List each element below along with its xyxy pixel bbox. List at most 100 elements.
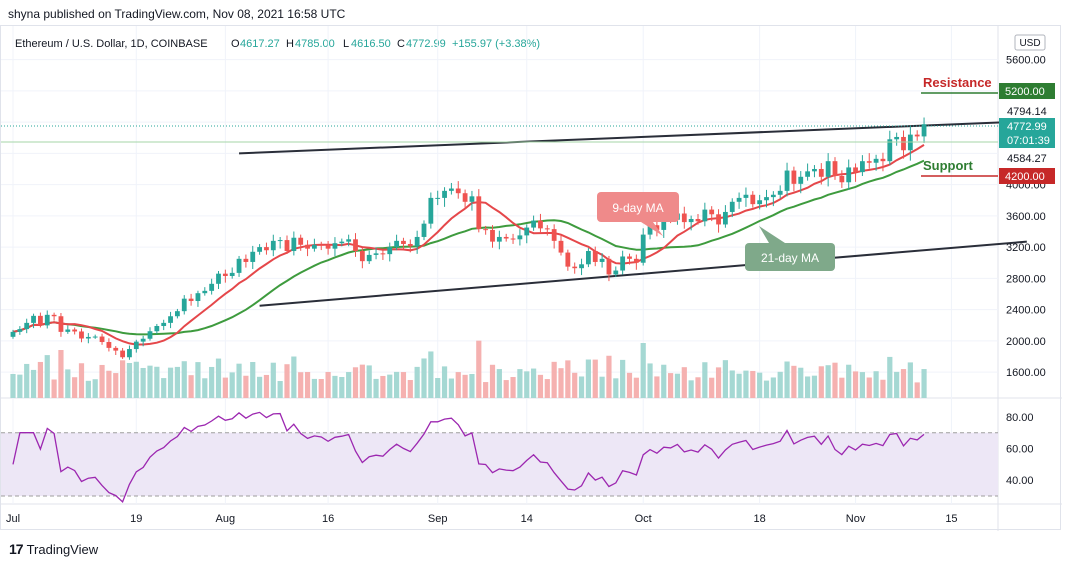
- volume-bar: [147, 365, 153, 398]
- candle-body: [106, 342, 112, 348]
- volume-bar: [339, 377, 345, 398]
- volume-bar: [318, 378, 324, 398]
- price-chart[interactable]: Ethereum / U.S. Dollar, 1D, COINBASE O 4…: [1, 26, 1062, 531]
- ma21-line: [12, 159, 925, 336]
- candle-body: [222, 273, 228, 277]
- last-price-tag: 4772.99 07:01:39: [999, 118, 1055, 148]
- candle-body: [544, 228, 550, 230]
- candle-body: [592, 251, 598, 262]
- volume-bar: [414, 366, 420, 398]
- candle-body: [243, 258, 249, 262]
- candle-body: [113, 347, 119, 351]
- volume-bar: [640, 343, 646, 398]
- volume-bar: [140, 367, 146, 398]
- candle-body: [661, 218, 667, 230]
- candle-body: [92, 336, 98, 338]
- high-label: H: [286, 38, 294, 50]
- volume-bar: [311, 378, 317, 398]
- volume-bar: [695, 377, 701, 398]
- candle-body: [880, 158, 886, 162]
- resistance-label: Resistance: [923, 75, 992, 90]
- candle-body: [723, 211, 728, 225]
- volume-bar: [661, 364, 667, 398]
- volume-bar: [921, 369, 927, 398]
- volume-bar: [44, 355, 50, 398]
- candle-body: [798, 176, 804, 184]
- volume-bar: [722, 360, 728, 398]
- candle-body: [455, 188, 461, 194]
- tradingview-footer[interactable]: 17 TradingView: [9, 541, 98, 557]
- candle-body: [743, 194, 749, 198]
- candle-body: [921, 124, 927, 137]
- candle-body: [236, 258, 242, 273]
- rsi-tick-label: 40.00: [1006, 475, 1034, 487]
- low-marker-tag: 4584.27: [999, 150, 1055, 166]
- volume-bar: [387, 374, 393, 398]
- tradingview-logo-icon: 17: [9, 541, 24, 557]
- ma9-callout-text: 9-day MA: [612, 201, 663, 215]
- candle-body: [257, 247, 262, 252]
- volume-bar: [681, 367, 687, 398]
- volume-bar: [277, 381, 283, 398]
- rsi-tick-label: 60.00: [1006, 444, 1034, 456]
- candle-body: [764, 197, 769, 201]
- volume-bar: [394, 371, 400, 398]
- publish-caption: shyna published on TradingView.com, Nov …: [8, 7, 346, 21]
- candles: [10, 117, 927, 360]
- candle-body: [366, 254, 372, 262]
- candle-body: [709, 209, 715, 215]
- volume-bar: [558, 368, 564, 398]
- volume-bar: [188, 375, 194, 398]
- candle-body: [79, 331, 84, 339]
- volume-bar: [832, 362, 838, 398]
- candle-body: [770, 194, 776, 198]
- volume-bar: [58, 350, 64, 398]
- volume-bar: [133, 361, 139, 398]
- ma9-callout: 9-day MA: [597, 192, 679, 236]
- candle-body: [894, 136, 900, 140]
- ma21-callout-text: 21-day MA: [761, 251, 819, 265]
- time-tick-label: Sep: [428, 513, 448, 525]
- currency-button[interactable]: USD: [1014, 34, 1046, 51]
- volume-bar: [325, 371, 331, 398]
- candle-body: [435, 197, 441, 199]
- volume-bar: [784, 361, 790, 398]
- candle-body: [250, 251, 256, 262]
- candle-body: [510, 238, 516, 240]
- candle-body: [202, 290, 208, 294]
- moving-averages: [12, 144, 925, 346]
- candle-body: [85, 336, 91, 339]
- volume-bar: [798, 367, 804, 398]
- candle-body: [407, 243, 413, 247]
- support-price-tag: 4200.00: [999, 168, 1055, 184]
- volume-bar: [455, 372, 461, 398]
- volume-bar: [894, 371, 900, 398]
- candle-body: [681, 213, 687, 223]
- candle-body: [31, 315, 36, 323]
- volume-bar: [702, 362, 708, 398]
- price-tick-label: 3200.00: [1006, 242, 1046, 254]
- volume-bar: [24, 363, 30, 398]
- candle-body: [277, 240, 283, 242]
- volume-bar: [483, 382, 489, 398]
- volume-bars: [10, 340, 927, 398]
- volume-bar: [510, 377, 516, 398]
- candle-body: [10, 331, 16, 337]
- volume-bar: [421, 358, 427, 398]
- candle-body: [462, 193, 468, 202]
- volume-bar: [654, 376, 660, 398]
- candle-body: [558, 240, 564, 253]
- volume-bar: [229, 372, 235, 398]
- chart-panel[interactable]: Ethereum / U.S. Dollar, 1D, COINBASE O 4…: [0, 25, 1062, 531]
- volume-bar: [352, 367, 359, 398]
- open-label: O: [231, 38, 240, 50]
- volume-bar: [489, 364, 496, 398]
- candle-body: [72, 329, 78, 332]
- volume-bar: [852, 371, 859, 398]
- candle-body: [373, 253, 379, 255]
- candle-body: [853, 167, 858, 173]
- volume-bar: [37, 361, 43, 398]
- trend-lines: [239, 120, 1027, 307]
- volume-bar: [914, 382, 920, 398]
- volume-bar: [777, 371, 783, 398]
